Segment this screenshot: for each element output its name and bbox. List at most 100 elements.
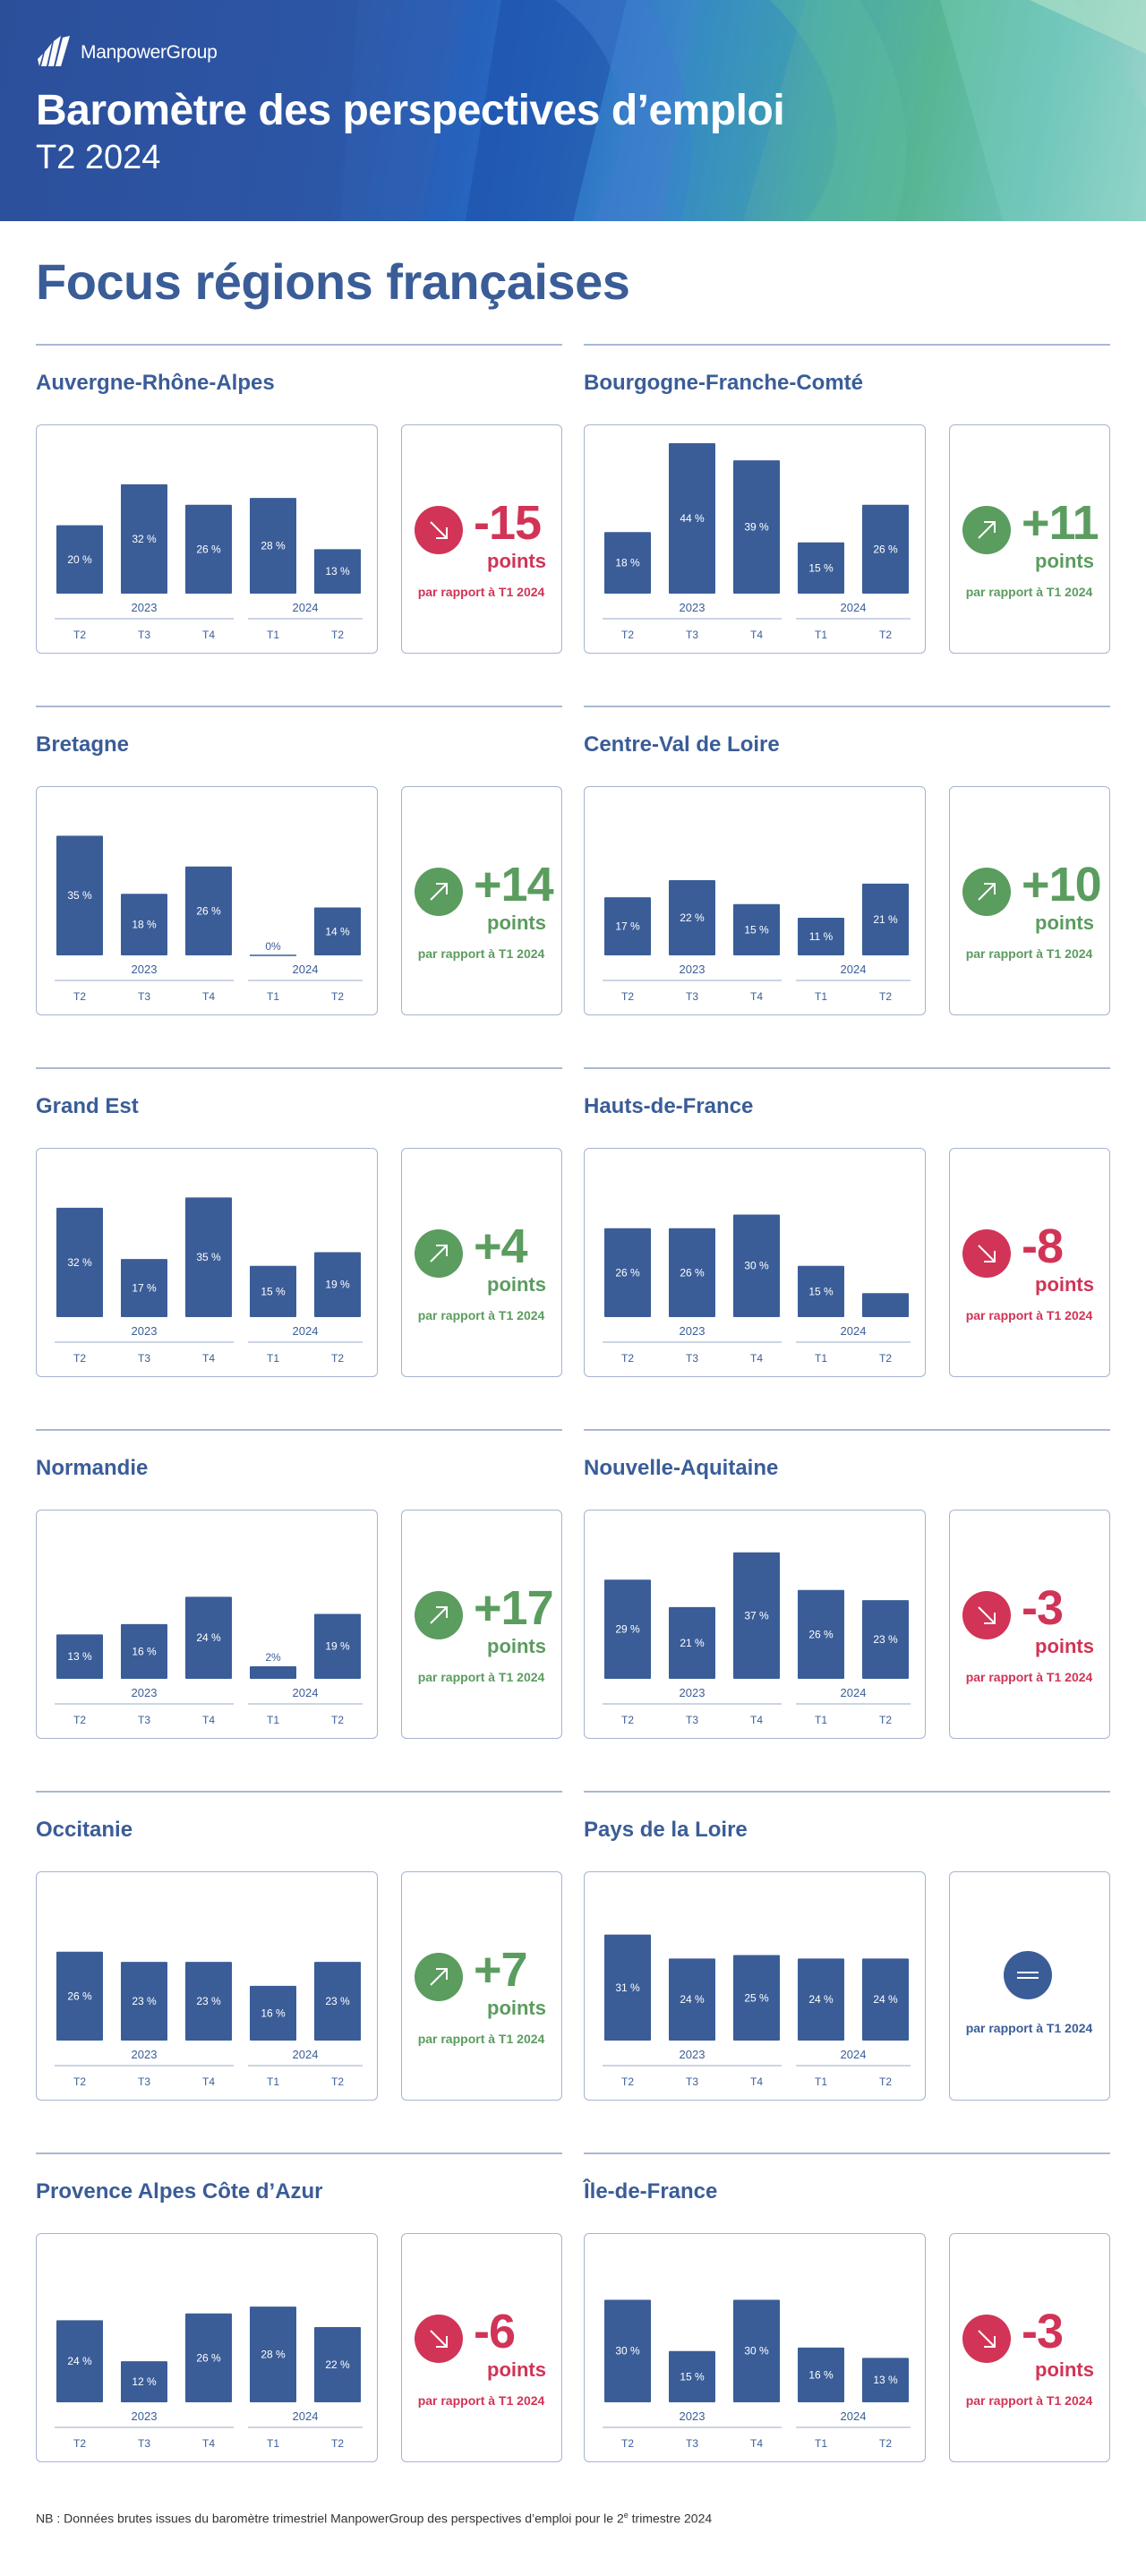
bar-value-label: 18 %	[615, 557, 640, 569]
quarter-tick-label: T3	[686, 1352, 698, 1365]
bar-chart-svg: 17 % T2 22 % T3 15 % T4 11 % T1 21 % T2 2023 2024	[603, 880, 911, 1003]
bar	[314, 1252, 361, 1317]
region-panel-hauts-de-france: Hauts-de-France 26 % T2 26 % T3 30 % T4 15 % T1 7…	[584, 1067, 1110, 1408]
quarter-tick-label: T4	[202, 629, 215, 641]
bar	[733, 1214, 780, 1317]
year-label: 2024	[293, 2048, 319, 2061]
bar	[733, 2299, 780, 2402]
bar	[250, 1265, 296, 1317]
quarter-tick-label: T3	[686, 629, 698, 641]
bar-chart: 32 % T2 17 % T3 35 % T4 15 % T1 19 % T2 2023 2024	[36, 1148, 378, 1377]
region-divider	[36, 1429, 562, 1431]
variation-card: +10 points par rapport à T1 2024	[949, 786, 1110, 1015]
bar	[862, 1293, 909, 1317]
variation-unit: points	[1035, 911, 1094, 934]
variation-comparison: par rapport à T1 2024	[965, 2393, 1093, 2408]
arrow-up-right-icon	[415, 1591, 463, 1639]
bar	[862, 883, 909, 955]
bar	[798, 1589, 844, 1679]
region-panel-grand-est: Grand Est 32 % T2 17 % T3 35 % T4 15 % T1 19 % T2 2…	[36, 1067, 562, 1408]
region-divider	[584, 706, 1110, 707]
bar-value-label: 14 %	[325, 925, 350, 937]
bar-chart: 35 % T2 18 % T3 26 % T4 0% T1 14 % T2 2023 2024	[36, 786, 378, 1015]
variation-card: +4 points par rapport à T1 2024	[401, 1148, 562, 1377]
bar	[185, 1962, 232, 2041]
quarter-tick-label: T4	[202, 990, 215, 1003]
region-divider	[36, 1067, 562, 1069]
year-label: 2023	[680, 601, 706, 614]
quarter-tick-label: T2	[879, 990, 892, 1003]
variation-comparison: par rapport à T1 2024	[417, 2393, 545, 2408]
bar	[733, 1955, 780, 2041]
quarter-tick-label: T2	[621, 1714, 634, 1726]
bar	[121, 2361, 167, 2402]
region-divider	[584, 2152, 1110, 2154]
bar	[185, 1197, 232, 1317]
variation-card: -15 points par rapport à T1 2024	[401, 424, 562, 654]
variation-unit: points	[1035, 550, 1094, 572]
region-name: Occitanie	[36, 1818, 133, 1842]
bar	[314, 1613, 361, 1679]
variation-unit: points	[1035, 1273, 1094, 1296]
quarter-tick-label: T2	[879, 2437, 892, 2450]
bar	[250, 1985, 296, 2041]
arrow-down-right-icon	[962, 2315, 1011, 2363]
bar-value-label: 23 %	[196, 1995, 221, 2007]
variation-comparison: par rapport à T1 2024	[965, 2021, 1093, 2035]
bar-chart-svg: 26 % T2 23 % T3 23 % T4 16 % T1 23 % T2 2023 2024	[55, 1951, 363, 2088]
bar	[56, 1634, 103, 1679]
variation-value: -3	[1022, 1581, 1064, 1635]
bar-value-label: 18 %	[132, 919, 157, 931]
manpower-logo-icon	[38, 36, 70, 66]
variation-value: +4	[474, 1220, 528, 1273]
bar-value-label: 15 %	[261, 1285, 286, 1297]
quarter-tick-label: T4	[202, 2075, 215, 2088]
bar-chart: 29 % T2 21 % T3 37 % T4 26 % T1 23 % T2 2023 2024	[584, 1510, 926, 1739]
variation-comparison: par rapport à T1 2024	[417, 1670, 545, 1684]
quarter-tick-label: T4	[202, 2437, 215, 2450]
year-label: 2024	[841, 1324, 867, 1338]
quarter-tick-label: T2	[331, 990, 344, 1003]
variation-unit: points	[487, 550, 546, 572]
bar-chart-svg: 29 % T2 21 % T3 37 % T4 26 % T1 23 % T2 2023 2024	[603, 1552, 911, 1726]
quarter-tick-label: T1	[815, 1352, 827, 1365]
region-name: Grand Est	[36, 1094, 139, 1118]
bar-value-label: 35 %	[67, 889, 92, 902]
quarter-tick-label: T2	[331, 1352, 344, 1365]
bar-value-label: 24 %	[873, 1993, 898, 2006]
bar-chart: 31 % T2 24 % T3 25 % T4 24 % T1 24 % T2 2023 2024	[584, 1871, 926, 2101]
variation-value: +14	[474, 858, 554, 911]
year-label: 2023	[132, 963, 158, 976]
bar	[604, 897, 651, 955]
bar-value-label: 0%	[265, 940, 281, 953]
quarter-tick-label: T1	[815, 629, 827, 641]
bar-value-label: 35 %	[196, 1251, 221, 1263]
bar-value-label: 44 %	[680, 512, 705, 525]
quarter-tick-label: T2	[879, 1714, 892, 1726]
quarter-tick-label: T2	[621, 1352, 634, 1365]
bar	[798, 2347, 844, 2402]
bar-value-label: 28 %	[261, 540, 286, 552]
region-panel-nouvelle-aquitaine: Nouvelle-Aquitaine 29 % T2 21 % T3 37 % T4 26 %…	[584, 1429, 1110, 1769]
region-name: Hauts-de-France	[584, 1094, 754, 1118]
bar-value-label: 15 %	[808, 561, 834, 574]
bar	[185, 504, 232, 594]
year-label: 2024	[293, 601, 319, 614]
year-label: 2023	[680, 2048, 706, 2061]
bar-value-label: 26 %	[808, 1628, 834, 1640]
quarter-tick-label: T3	[138, 629, 150, 641]
region-divider	[584, 1067, 1110, 1069]
bar	[862, 2358, 909, 2402]
region-panel-provence-alpes-cote-d-azur: Provence Alpes Côte d’Azur 24 % T2 12 % T3 26…	[36, 2152, 562, 2493]
bar	[56, 2320, 103, 2402]
bar-value-label: 16 %	[808, 2368, 834, 2381]
bar-value-label: 12 %	[132, 2375, 157, 2388]
quarter-tick-label: T2	[621, 2075, 634, 2088]
region-panel-bretagne: Bretagne 35 % T2 18 % T3 26 % T4 0% T1 14 % T2 2023…	[36, 706, 562, 1046]
year-label: 2024	[841, 2048, 867, 2061]
variation-comparison: par rapport à T1 2024	[965, 946, 1093, 961]
header-banner: ManpowerGroup Baromètre des perspectives…	[0, 0, 1146, 221]
header-background-shapes	[340, 0, 1146, 221]
bar	[185, 866, 232, 955]
bar-value-label: 15 %	[680, 2370, 705, 2383]
